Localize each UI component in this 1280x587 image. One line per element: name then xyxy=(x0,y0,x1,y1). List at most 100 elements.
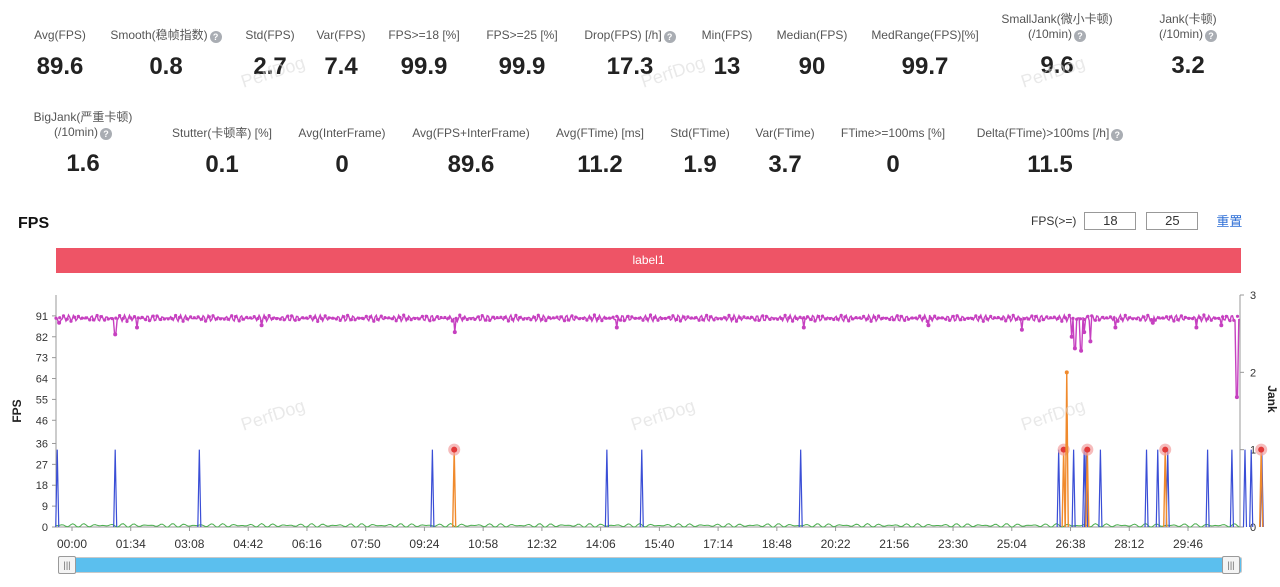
fps-point xyxy=(802,316,806,320)
fps-point xyxy=(473,317,477,321)
fps-point xyxy=(1221,315,1225,319)
fps-point xyxy=(510,317,514,321)
fps-point xyxy=(267,314,271,318)
jank-marker xyxy=(1064,370,1069,375)
fps-point xyxy=(91,318,95,322)
scrollbar-right-handle[interactable]: ||| xyxy=(1222,556,1240,574)
help-icon[interactable]: ? xyxy=(100,128,112,140)
fps-point xyxy=(76,314,80,318)
fps-point xyxy=(1213,316,1217,320)
fps-point xyxy=(547,316,552,320)
reset-button[interactable]: 重置 xyxy=(1216,214,1243,229)
fps-point xyxy=(880,316,884,320)
metric-value: 0 xyxy=(886,151,900,178)
help-icon[interactable]: ? xyxy=(1205,30,1217,42)
fps-point xyxy=(877,314,881,318)
fps-point xyxy=(985,317,989,321)
metric-metrics_row1-6: Drop(FPS) [/h]? 17.3 xyxy=(550,28,710,81)
fps-point xyxy=(204,319,208,323)
fps-point xyxy=(1235,314,1240,318)
fps-point xyxy=(1004,319,1008,323)
metric-label: FPS>=25 [%] xyxy=(486,28,558,42)
help-icon[interactable]: ? xyxy=(1074,30,1086,42)
fps-point xyxy=(248,316,252,320)
fps-point xyxy=(293,318,297,322)
fps-chart[interactable]: 0 9 18 27 36 46 55 64 73 82 91 0 1 2 3 FPS Jank 00:00 01:3… xyxy=(0,280,1280,555)
fps-point xyxy=(805,315,810,319)
fps-point xyxy=(211,314,215,318)
fps-point xyxy=(562,319,567,323)
fps-point xyxy=(641,318,645,322)
fps-threshold-input-1[interactable] xyxy=(1084,211,1137,230)
fps-point xyxy=(869,319,873,323)
help-icon[interactable]: ? xyxy=(209,31,222,43)
metric-metrics_row1-4: FPS>=18 [%] 99.9 xyxy=(344,28,504,81)
metric-metrics_row2-1: Stutter(卡顿率) [%] 0.1 xyxy=(142,126,302,179)
fps-point xyxy=(331,316,335,320)
y-right-tick-label: 1 xyxy=(1250,445,1256,457)
jank-marker xyxy=(1258,446,1265,453)
fps-point xyxy=(1183,315,1187,319)
fps-point xyxy=(398,315,402,320)
x-tick-label: 03:08 xyxy=(174,537,204,551)
fps-point xyxy=(260,319,264,323)
fps-point xyxy=(820,314,825,318)
fps-point xyxy=(648,313,653,317)
fps-point xyxy=(1202,313,1206,317)
fps-threshold-controls: FPS(>=) 重置 xyxy=(1031,211,1242,230)
fps-point xyxy=(768,317,772,321)
fps-point xyxy=(1060,319,1064,323)
fps-point xyxy=(196,315,200,319)
fps-point xyxy=(705,313,709,317)
x-tick-label: 17:14 xyxy=(703,537,733,551)
fps-point xyxy=(114,316,118,320)
help-icon[interactable]: ? xyxy=(663,31,676,43)
bigjank-spike xyxy=(1071,449,1076,528)
fps-point xyxy=(1149,318,1154,322)
fps-point xyxy=(495,316,499,320)
fps-point xyxy=(99,315,103,319)
fps-point xyxy=(996,315,1000,320)
help-icon[interactable]: ? xyxy=(1111,129,1124,141)
fps-point xyxy=(222,317,226,321)
fps-point xyxy=(181,319,185,323)
fps-point xyxy=(633,316,638,320)
fps-point xyxy=(1045,315,1049,319)
fps-point xyxy=(731,317,735,321)
fps-point xyxy=(353,318,357,322)
fps-point xyxy=(506,319,510,323)
fps-point xyxy=(155,314,159,318)
fps-point xyxy=(944,317,948,321)
fps-point xyxy=(607,316,612,320)
fps-point xyxy=(334,317,338,321)
fps-point xyxy=(323,314,327,318)
metric-label: Jank(卡顿) xyxy=(1159,12,1217,26)
scrollbar-left-handle[interactable]: ||| xyxy=(58,556,76,574)
label-bar[interactable]: label1 xyxy=(56,248,1241,273)
series-smalljank-line xyxy=(55,523,1240,528)
metric-metrics_row1-1: Smooth(稳帧指数)? 0.8 xyxy=(86,28,246,81)
metric-label: Min(FPS) xyxy=(701,28,753,42)
y-left-tick-label: 46 xyxy=(36,415,48,427)
fps-dip-point xyxy=(1072,346,1077,351)
fps-point xyxy=(764,314,769,318)
timeline-scrollbar[interactable] xyxy=(58,557,1242,573)
metric-value: 11.2 xyxy=(577,151,623,178)
fps-point xyxy=(873,315,877,319)
fps-point xyxy=(862,314,866,318)
bigjank-spike xyxy=(1056,449,1061,528)
fps-point xyxy=(772,317,776,321)
fps-point xyxy=(144,318,148,322)
fps-threshold-input-2[interactable] xyxy=(1146,211,1199,230)
fps-dip-point xyxy=(259,323,264,328)
fps-point xyxy=(147,319,152,323)
metric-value: 17.3 xyxy=(606,53,654,80)
fps-point xyxy=(290,314,294,318)
fps-point xyxy=(1146,313,1150,317)
metric-value: 99.7 xyxy=(901,53,949,80)
fps-point xyxy=(753,318,757,322)
fps-point xyxy=(671,314,675,318)
fps-point xyxy=(1078,317,1083,321)
metric-label: Median(FPS) xyxy=(776,28,848,42)
metric-label: Avg(InterFrame) xyxy=(298,126,386,140)
